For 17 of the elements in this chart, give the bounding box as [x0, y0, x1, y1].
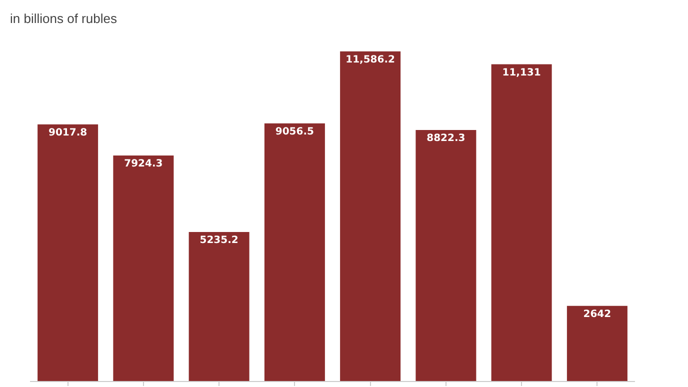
bar: [38, 124, 98, 381]
data-label: 9056.5: [275, 126, 314, 138]
data-label: 5235.2: [200, 235, 238, 246]
data-label: 11,586.2: [346, 54, 396, 66]
bar: [113, 156, 174, 381]
data-label: 7924.3: [124, 158, 163, 170]
bar: [416, 130, 476, 381]
data-label: 9017.8: [48, 127, 88, 138]
data-label: 8822.3: [426, 132, 466, 144]
data-label: 2642: [583, 308, 612, 320]
bar: [340, 51, 401, 381]
bar: [264, 123, 325, 381]
bar: [491, 64, 552, 381]
bar: [566, 306, 628, 381]
chart-subtitle: in billions of rubles: [10, 11, 118, 26]
data-label: 11,131: [502, 67, 541, 78]
bar: [188, 232, 250, 381]
